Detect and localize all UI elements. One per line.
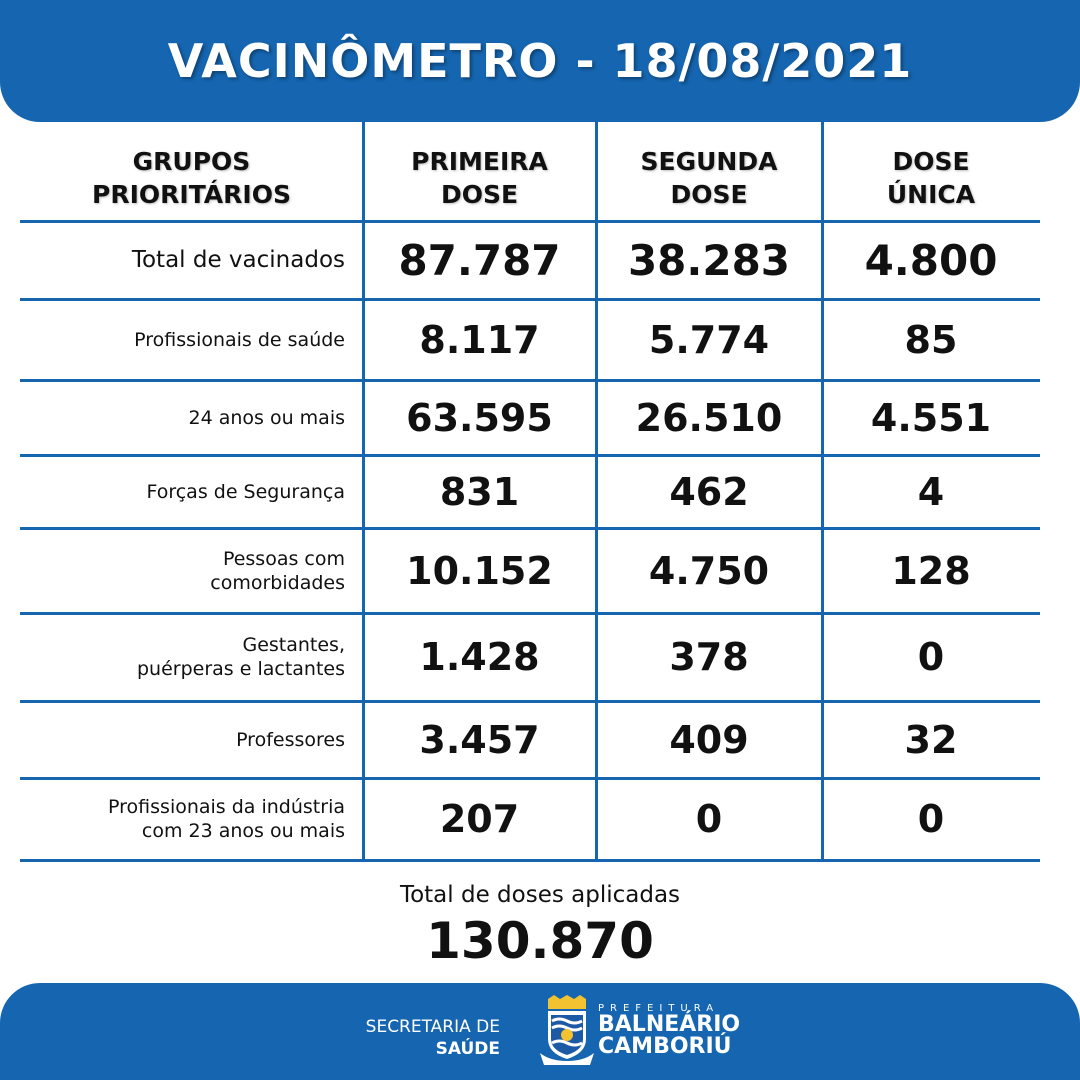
row-label: Professores — [236, 728, 345, 751]
page-title: VACINÔMETRO - 18/08/2021 — [167, 34, 913, 88]
table-cell-value: 0 — [917, 797, 945, 841]
row-divider — [20, 700, 1040, 703]
row-divider — [20, 527, 1040, 530]
row-divider — [20, 298, 1040, 301]
column-header: PRIMEIRA DOSE — [411, 147, 548, 209]
table-cell-value: 38.283 — [627, 235, 791, 285]
table-cell-value: 831 — [439, 469, 520, 514]
column-divider — [362, 122, 365, 860]
row-divider — [20, 859, 1040, 862]
row-label: Total de vacinados — [131, 247, 345, 273]
city-name-line1: BALNEÁRIO — [598, 1012, 741, 1037]
secretaria-saude-logo: SECRETARIA DE SAÚDE — [366, 1016, 500, 1060]
table-cell-value: 4.750 — [648, 548, 770, 593]
secretaria-text: SECRETARIA DE — [365, 1017, 500, 1037]
table-cell-value: 32 — [904, 717, 958, 762]
row-divider — [20, 777, 1040, 780]
table-cell-value: 10.152 — [406, 548, 553, 593]
row-label: Forças de Segurança — [146, 480, 345, 503]
footer: SECRETARIA DE SAÚDE PREFEITURA BALNEÁRIO… — [0, 983, 1080, 1080]
row-label: Profissionais de saúde — [134, 328, 345, 351]
column-header: DOSE ÚNICA — [886, 147, 976, 209]
total-doses-label: Total de doses aplicadas — [399, 882, 681, 908]
city-crest-icon — [540, 995, 594, 1065]
column-divider — [821, 122, 824, 860]
table-cell-value: 63.595 — [406, 395, 553, 440]
row-divider — [20, 379, 1040, 382]
table-cell-value: 3.457 — [419, 717, 540, 762]
prefeitura-text: PREFEITURA — [598, 1003, 720, 1014]
column-header: SEGUNDA DOSE — [640, 147, 778, 209]
table-cell-value: 26.510 — [635, 395, 783, 440]
table-cell-value: 409 — [669, 717, 749, 762]
row-label: Gestantes, puérperas e lactantes — [136, 634, 345, 680]
table-cell-value: 0 — [917, 635, 945, 679]
column-header: GRUPOS PRIORITÁRIOS — [92, 147, 291, 209]
table-cell-value: 4.551 — [870, 395, 992, 440]
table-cell-value: 462 — [669, 469, 749, 514]
table-cell-value: 8.117 — [419, 317, 540, 362]
row-label: Profissionais da indústria com 23 anos o… — [108, 796, 345, 842]
table-cell-value: 378 — [669, 635, 749, 679]
city-name-line2: CAMBORIÚ — [598, 1034, 732, 1059]
row-label: 24 anos ou mais — [188, 406, 346, 429]
row-divider — [20, 454, 1040, 457]
row-divider — [20, 220, 1040, 223]
table-cell-value: 87.787 — [398, 235, 561, 285]
row-label: Pessoas com comorbidades — [210, 547, 345, 594]
table-cell-value: 128 — [891, 548, 971, 593]
prefeitura-logo: PREFEITURA BALNEÁRIO CAMBORIÚ — [598, 1003, 740, 1058]
total-doses-value: 130.870 — [426, 912, 654, 970]
table-cell-value: 0 — [695, 797, 723, 841]
table-cell-value: 4 — [917, 469, 945, 514]
table-cell-value: 207 — [439, 797, 520, 841]
table-cell-value: 5.774 — [648, 317, 770, 362]
header-banner: VACINÔMETRO - 18/08/2021 — [0, 0, 1080, 122]
table-cell-value: 4.800 — [864, 235, 998, 285]
table-cell-value: 1.428 — [419, 635, 540, 679]
column-divider — [595, 122, 598, 860]
saude-text: SAÚDE — [435, 1039, 500, 1059]
table-cell-value: 85 — [904, 317, 958, 362]
row-divider — [20, 612, 1040, 615]
